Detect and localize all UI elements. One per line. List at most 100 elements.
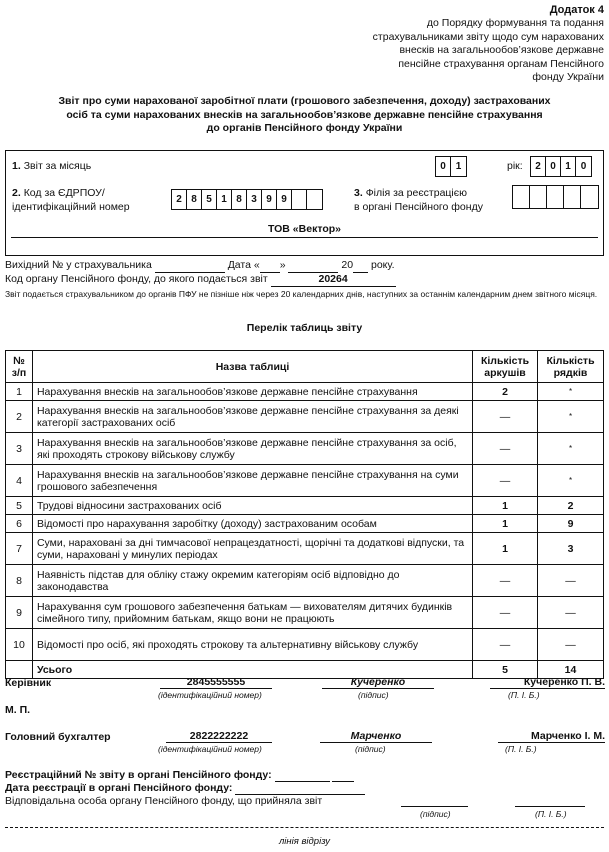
year-label: рік:	[507, 160, 523, 172]
digit-cell[interactable]: 9	[277, 190, 292, 209]
row-number: 10	[5, 628, 33, 661]
responsible-sign-line[interactable]	[401, 806, 468, 807]
row-count: —	[537, 628, 604, 661]
sheet-count: —	[472, 596, 538, 629]
sheet-count: —	[472, 400, 538, 433]
table-header-row: № з/п Назва таблиці Кількість аркушів Кільк…	[5, 350, 604, 383]
table-row: 10 Відомості про осіб, які проходять стро…	[5, 628, 604, 661]
field-number: 1.	[12, 160, 21, 172]
subtitle-line: внесків на загальнообов’язкове державне	[399, 44, 604, 56]
digit-cell[interactable]: 3	[247, 190, 262, 209]
row-count: *	[537, 432, 604, 465]
table-row: 7 Суми, нараховані за дні тимчасової непр…	[5, 532, 604, 565]
code-label: Код за ЄДРПОУ/	[23, 187, 105, 199]
digit-cell[interactable]: 1	[455, 161, 462, 172]
digit-cell[interactable]: 5	[202, 190, 217, 209]
table-name: Трудові відносини застрахованих осіб	[31, 496, 474, 515]
registration-section: Реєстраційний № звіту в органі Пенсійног…	[5, 769, 366, 807]
title-line: до органів Пенсійного фонду України	[206, 122, 403, 134]
digit-cell[interactable]: 0	[436, 157, 451, 176]
responsible-name-line[interactable]	[515, 806, 585, 807]
row-number: 2	[5, 400, 33, 433]
digit-cell[interactable]: 8	[187, 190, 202, 209]
sheet-count: —	[472, 464, 538, 497]
digit-cell[interactable]	[513, 186, 530, 208]
title-line: Звіт про суми нарахованої заробітної пла…	[58, 95, 551, 107]
branch-label: Філія за реєстрацією	[365, 187, 467, 199]
digit-cell[interactable]: 0	[546, 157, 561, 176]
table-name: Нарахування внесків на загальнообов’язко…	[31, 464, 474, 497]
signatures: Керівник 2845555555 Кучеренко Кучеренко …	[0, 676, 609, 766]
title-line: осіб та суми нарахованих внесків на зага…	[66, 108, 543, 121]
digit-cell[interactable]: 1	[561, 157, 576, 176]
sheet-count: 1	[472, 532, 538, 565]
sheet-count: —	[472, 432, 538, 465]
table-name: Відомості про нарахування заробітку (дох…	[31, 514, 474, 533]
date-year-field[interactable]	[353, 259, 369, 273]
digit-cell[interactable]	[307, 190, 322, 209]
field-number: 3.	[354, 187, 363, 199]
row-number: 5	[5, 496, 33, 515]
stamp-label: М. П.	[5, 704, 31, 716]
digit-cell[interactable]: 2	[531, 157, 546, 176]
accountant-id: 2822222222	[166, 730, 272, 743]
digit-cell[interactable]	[564, 186, 581, 208]
cut-line-label: лінія відрізу	[278, 836, 331, 847]
sheet-count: 2	[472, 382, 538, 401]
director-label: Керівник	[5, 677, 52, 689]
tables-list: № з/п Назва таблиці Кількість аркушів Кільк…	[5, 350, 604, 679]
date-day-field[interactable]	[259, 259, 280, 273]
digit-cell[interactable]	[292, 190, 307, 209]
month-label: Звіт за місяць	[23, 160, 92, 172]
digit-cell[interactable]: 1	[217, 190, 232, 209]
reg-number-field[interactable]	[274, 769, 330, 782]
caption: (ідентифікаційний номер)	[158, 690, 262, 700]
director-id: 2845555555	[160, 676, 272, 689]
table-total-row: Усього 5 14	[5, 660, 604, 679]
table-name: Нарахування внесків на загальнообов’язко…	[31, 382, 474, 401]
date-month-field[interactable]	[288, 259, 339, 273]
fund-code-label: Код органу Пенсійного фонду, до якого по…	[5, 273, 268, 285]
reg-number-field-2[interactable]	[332, 769, 355, 782]
cut-line	[5, 827, 604, 828]
subtitle-line: до Порядку формування та подання	[426, 17, 604, 29]
director-signature: Кучеренко	[322, 676, 434, 689]
digit-cell[interactable]: 0	[580, 161, 587, 172]
fund-code-field[interactable]: 20264	[270, 273, 396, 287]
reg-number-label: Реєстраційний № звіту в органі Пенсійног…	[5, 769, 272, 781]
annex-label: Додаток 4	[549, 4, 604, 16]
responsible-label: Відповідальна особа органу Пенсійного фо…	[5, 795, 323, 807]
digit-cell[interactable]	[530, 186, 547, 208]
table-title: Перелік таблиць звіту	[246, 322, 363, 334]
sheet-count: 1	[472, 514, 538, 533]
row-number: 9	[5, 596, 33, 629]
row-number: 3	[5, 432, 33, 465]
table-row: 6 Відомості про нарахування заробітку (до…	[5, 514, 604, 533]
table-name: Суми, нараховані за дні тимчасової непра…	[31, 532, 474, 565]
digit-cell[interactable]	[581, 186, 598, 208]
branch-label: в органі Пенсійного фонду	[354, 201, 483, 213]
table-row: 8 Наявність підстав для обліку стажу окре…	[5, 564, 604, 597]
reg-date-field[interactable]	[235, 782, 366, 795]
digit-cell[interactable]	[547, 186, 564, 208]
subtitle-line: пенсійне страхування органам Пенсійного	[398, 57, 604, 70]
row-count: —	[537, 564, 604, 597]
branch-input[interactable]	[512, 185, 599, 209]
row-count: 9	[537, 514, 604, 533]
caption: (підпис)	[420, 809, 451, 819]
row-count: 3	[537, 532, 604, 565]
outgoing-number-field[interactable]	[154, 259, 225, 273]
digit-cell[interactable]: 8	[232, 190, 247, 209]
accountant-signature: Марченко	[320, 730, 432, 743]
table-row: 4 Нарахування внесків на загальнообов’язк…	[5, 464, 604, 497]
subtitle-line: фонду України	[532, 71, 604, 83]
digit-cell[interactable]: 2	[172, 190, 187, 209]
table-row: 9 Нарахування сум грошового забезпечення …	[5, 596, 604, 629]
caption: (підпис)	[355, 744, 386, 754]
digit-cell[interactable]: 9	[262, 190, 277, 209]
table-row: 3 Нарахування внесків на загальнообов’язк…	[5, 432, 604, 465]
table-row: 2 Нарахування внесків на загальнообов’язк…	[5, 400, 604, 433]
